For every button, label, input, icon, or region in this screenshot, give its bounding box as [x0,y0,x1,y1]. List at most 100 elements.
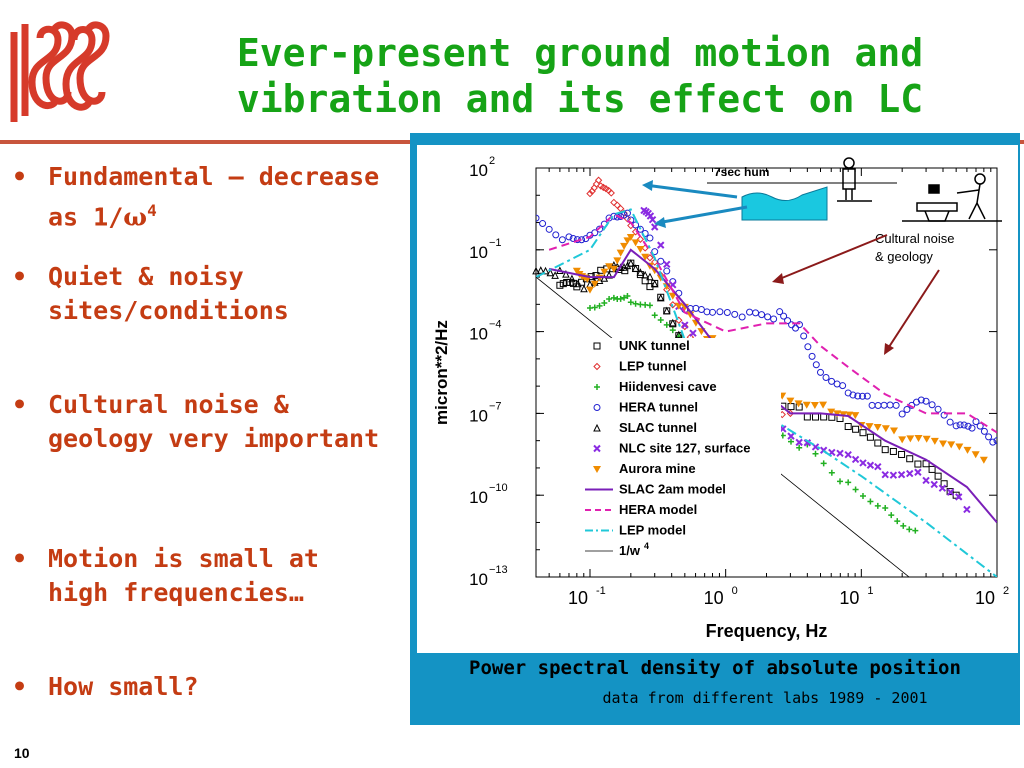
series-point-4 [627,259,635,267]
series-point-0 [844,423,852,431]
series-point-4 [551,271,559,279]
series-point-4 [595,276,604,284]
bullet-item: • Motion is small at high frequencies… [12,542,388,610]
series-point-5 [851,455,860,464]
series-point-6 [963,446,972,454]
arrow-cultural-2 [886,269,940,351]
series-point-3 [828,377,836,385]
series-point-5 [955,493,963,501]
series-point-3 [917,396,925,404]
bullet-text: Cultural noise & geology very important [48,390,380,453]
series-point-2 [812,450,819,457]
series-point-5 [681,321,689,329]
series-point-6 [845,411,854,419]
legend-bg [581,338,781,568]
legend-marker [593,466,601,473]
series-point-4 [541,266,550,275]
legend-label: 1/w [619,543,641,558]
series-point-5 [657,241,665,249]
series-point-0 [803,413,811,421]
series-point-1 [610,198,618,207]
arrow-hum-1 [644,183,738,199]
series-point-4 [662,306,671,315]
cultural-label-2: & geology [875,249,933,264]
series-point-2 [646,302,653,309]
series-point-3 [558,236,566,244]
series-point-3 [956,421,964,429]
series-point-6 [605,263,614,271]
series-point-3 [582,235,590,243]
series-point-4 [631,264,640,272]
series-point-4 [623,261,632,270]
bullet-item: • Fundamental – decrease as 1/ω4 [12,160,388,234]
series-point-4 [574,279,582,288]
series-point-3 [804,343,812,351]
person-icon [837,157,872,202]
series-point-3 [792,324,800,332]
series-point-4 [532,266,540,275]
series-point-5 [889,471,898,479]
series-point-6 [914,435,923,443]
series-point-2 [852,486,859,493]
series-point-5 [914,468,922,476]
series-point-3 [849,391,857,399]
series-point-3 [985,433,993,441]
bullet-text: Motion is small at high frequencies… [48,544,319,607]
series-point-3 [539,220,547,228]
series-point-2 [669,327,676,334]
y-tick-exponent: −4 [489,319,502,331]
series-point-4 [580,284,588,293]
series-point-6 [620,242,629,250]
wave-icon [741,186,828,221]
slide-number: 10 [14,745,30,761]
bullet-text: How small? [48,672,199,701]
series-point-3 [964,422,972,430]
series-point-2 [796,444,803,451]
series-point-6 [810,402,819,410]
series-point-2 [912,527,919,534]
series-point-3 [795,321,803,329]
bullet-text: Fundamental – decrease as 1/ [48,162,380,232]
arrow-hum-2 [656,205,748,225]
series-point-3 [968,424,976,432]
series-point-3 [731,310,739,318]
series-point-3 [993,437,997,445]
omega-symbol: ω [123,202,148,232]
series-point-6 [971,451,980,459]
series-point-6 [802,401,811,409]
series-point-3 [839,382,847,390]
series-point-2 [657,317,664,324]
legend-label: UNK tunnel [619,338,690,353]
arrowhead-cultural-1 [772,273,784,284]
series-point-5 [648,215,657,224]
series-point-4 [536,266,545,274]
series-point-3 [569,234,577,242]
power-sup: 4 [147,201,157,220]
title-line-2: vibration and its effect on LC [236,77,924,121]
series-point-4 [636,268,645,276]
x-tick-exponent: 2 [1003,585,1009,597]
bullet-glyph: • [12,544,28,573]
series-point-0 [812,413,820,421]
series-line-8 [548,213,997,434]
series-point-2 [859,492,866,499]
series-point-1 [613,201,621,209]
series-point-4 [562,270,570,278]
series-point-0 [852,425,860,433]
series-point-2 [601,300,608,307]
series-point-6 [656,274,665,282]
series-point-6 [827,408,836,416]
series-point-3 [764,313,772,321]
figure-area: 10 -1 10 0 10 1 10 2 10 2 10 −1 10 −4 10 −7 10 −10 10 −13 Fr… [417,145,1018,653]
y-tick-exponent: −1 [489,237,502,249]
series-point-6 [636,245,645,253]
legend-label: LEP model [619,523,686,538]
hum-label: 7sec hum [714,165,769,179]
series-point-3 [780,312,788,320]
chart-overlay: 7sec hum [642,157,1002,355]
series-point-3 [709,308,717,316]
series-point-4 [605,271,613,279]
series-point-2 [606,295,613,302]
series-point-2 [845,479,852,486]
series-point-3 [623,209,631,217]
